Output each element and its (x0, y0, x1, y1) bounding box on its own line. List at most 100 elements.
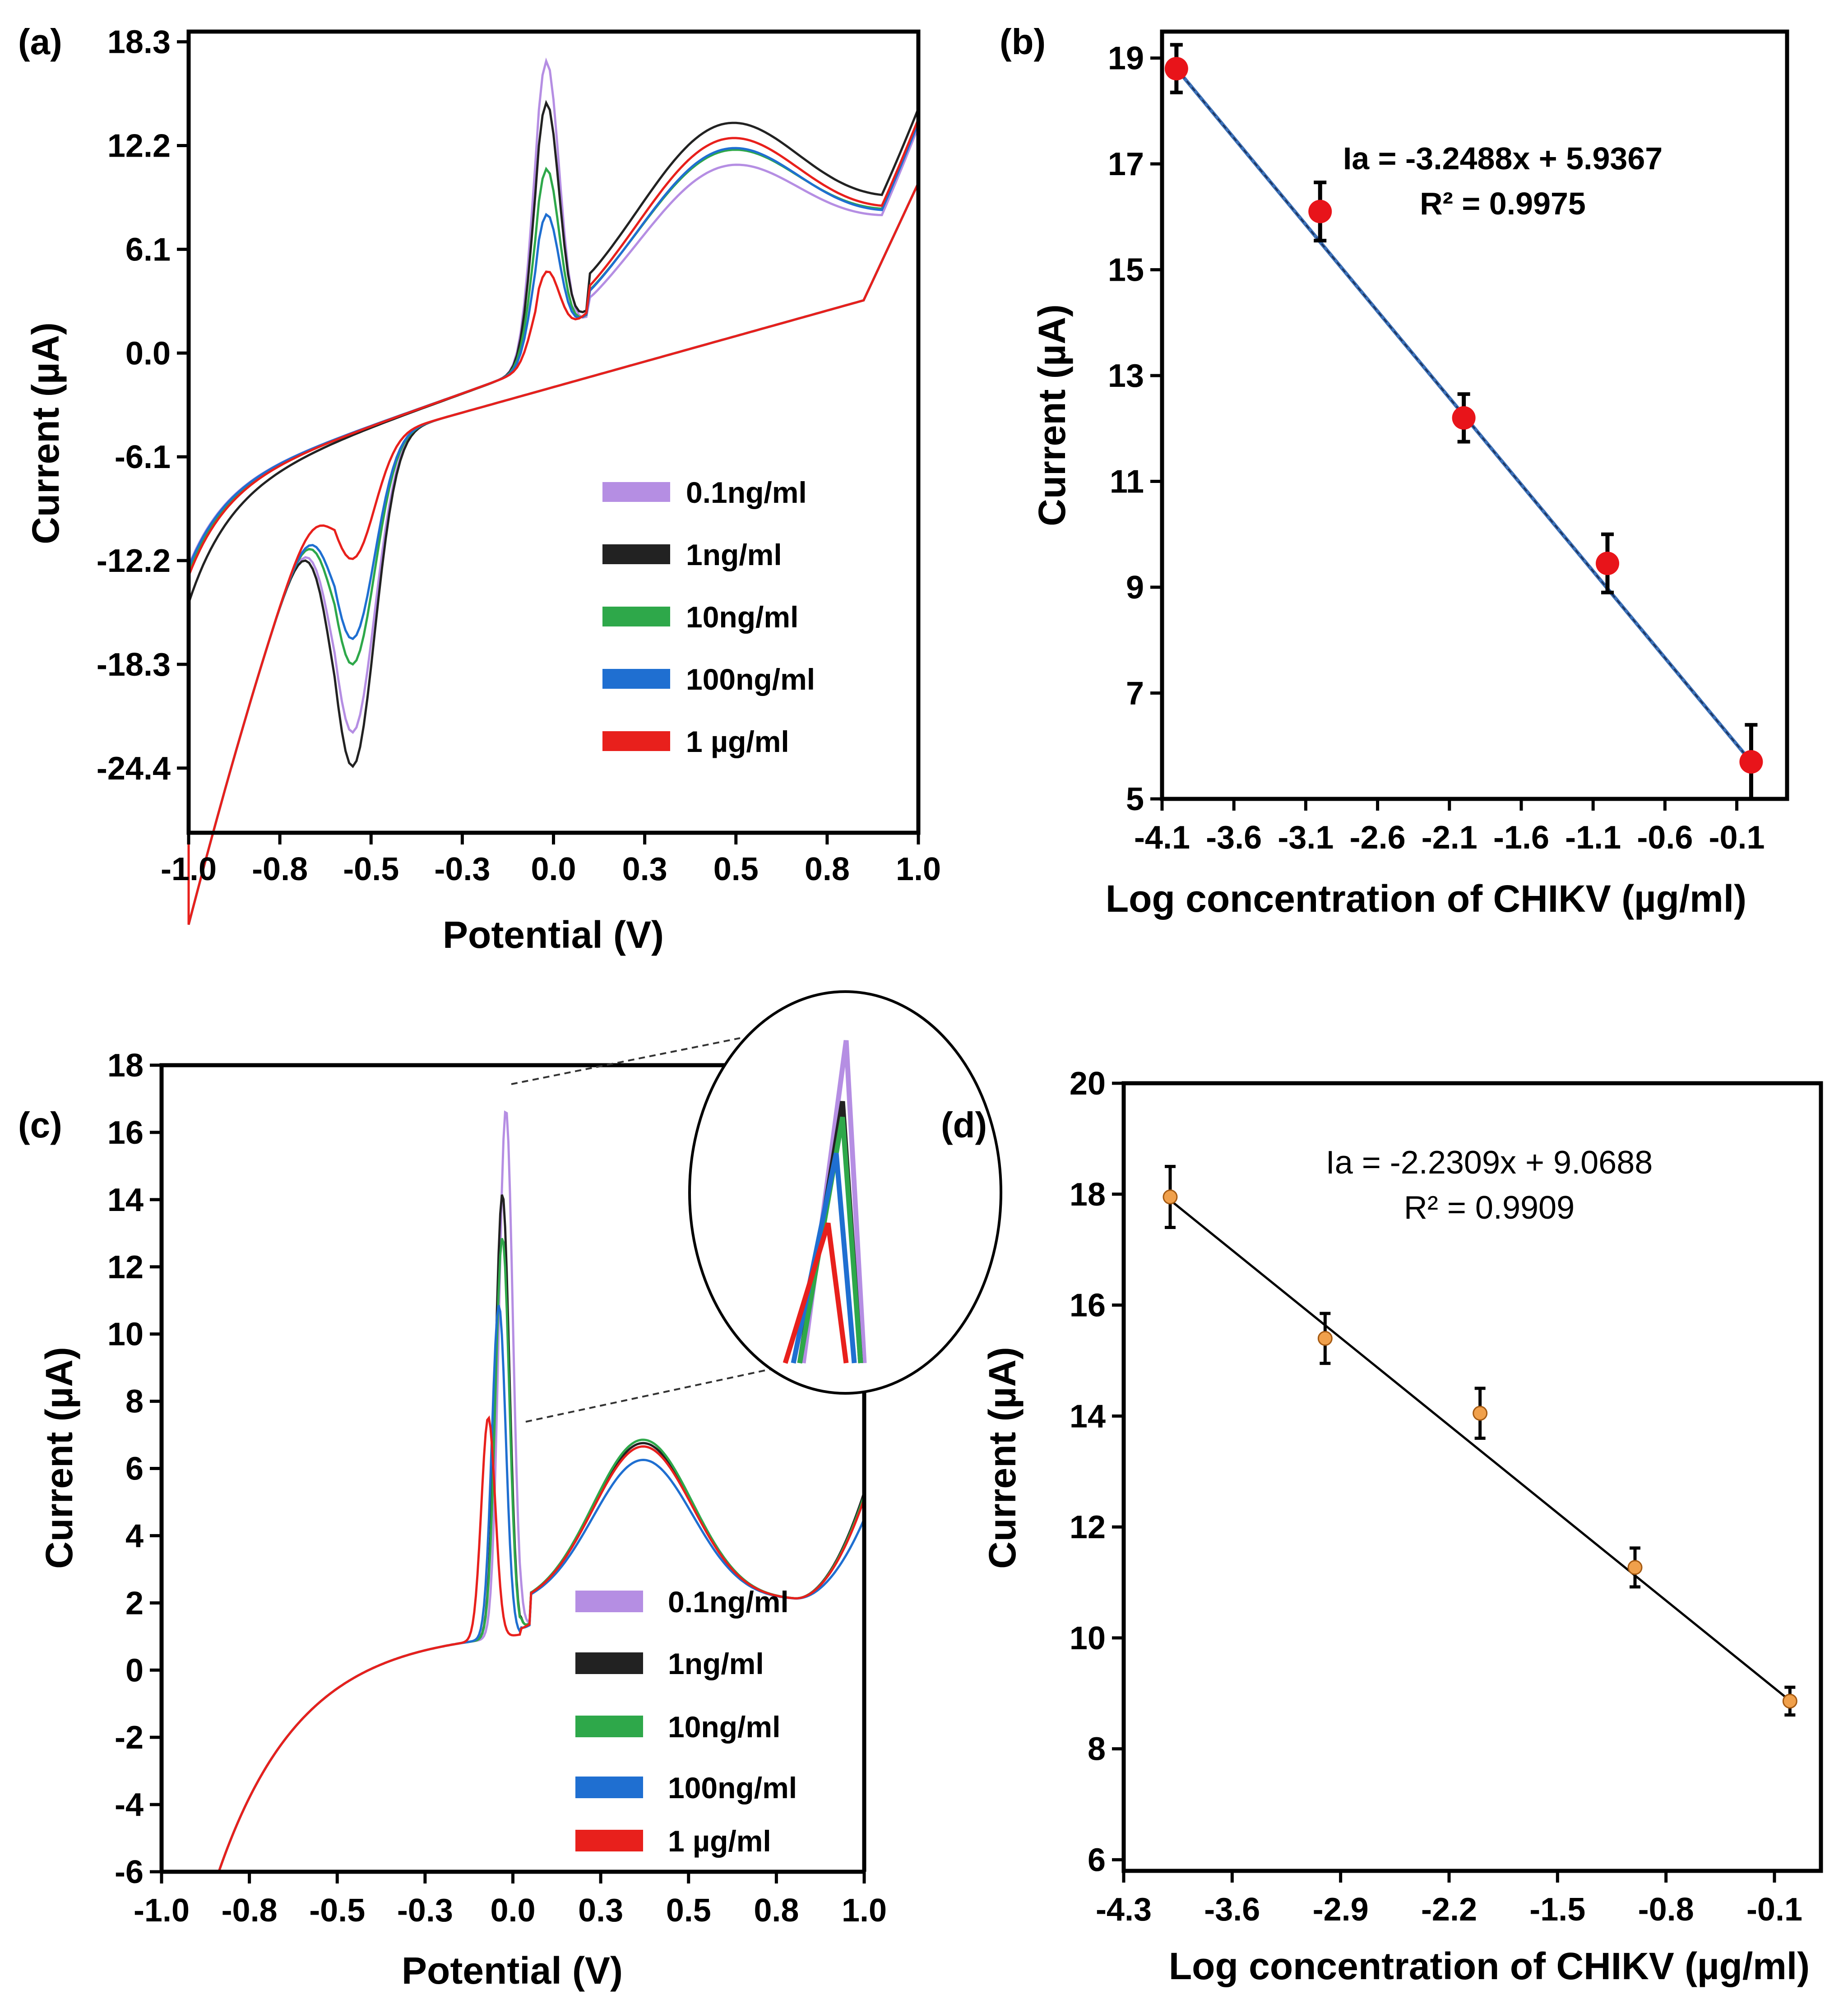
panel-d-xtick-label: -4.3 (1096, 1892, 1152, 1928)
panel-c-legend-swatch (575, 1716, 643, 1737)
panel-d-data-point (1163, 1189, 1178, 1205)
panel-c-legend-label: 100ng/ml (668, 1771, 797, 1805)
panel-c-zoom-line-bottom (525, 1361, 804, 1423)
panel-d-x-ticks: -4.3 -3.6 -2.9 -2.2 -1.5 -0.8 -0.1 (1096, 1871, 1802, 1928)
panel-d-ytick-label: 14 (1070, 1398, 1106, 1434)
panel-a-x-ticks: -1.0 -0.8 -0.5 -0.3 0.0 0.3 0.5 0.8 1.0 (161, 833, 941, 887)
panel-d-marks (1163, 1164, 1797, 1717)
panel-c-xtick-label: -0.3 (397, 1893, 453, 1929)
panel-c-ytick-label: 10 (107, 1317, 144, 1353)
panel-b-ytick-label: 5 (1126, 781, 1144, 817)
panel-c-legend: 0.1ng/ml 1ng/ml 10ng/ml 100ng/ml 1 µg/ml (575, 1585, 797, 1858)
panel-a-legend-label: 100ng/ml (686, 663, 815, 696)
panel-d-frame (1121, 1081, 1823, 1873)
panel-d-xtick-label: -2.9 (1313, 1892, 1369, 1928)
panel-c-ytick-label: -4 (115, 1787, 144, 1823)
panel-c-xtick-label: -0.5 (309, 1893, 365, 1929)
panel-a-xtick-label: 1.0 (896, 851, 941, 887)
panel-b-label: (b) (1000, 22, 1046, 62)
panel-c-ytick-label: 2 (125, 1585, 144, 1621)
panel-c-label: (c) (18, 1105, 62, 1145)
panel-b-xtick-label: -0.1 (1709, 820, 1765, 856)
panel-c-xlabel: Potential (V) (402, 1949, 623, 1992)
panel-c-y-ticks: 18 16 14 12 10 8 6 4 2 0 -2 -4 -6 (107, 1048, 162, 1890)
panel-a-legend-label: 10ng/ml (686, 600, 798, 634)
panel-b-data-point (1308, 199, 1332, 223)
panel-b-marks (1164, 43, 1763, 801)
panel-d-ytick-label: 8 (1088, 1731, 1106, 1767)
panel-a-legend-swatch (602, 731, 670, 751)
panel-c-inset-peak (797, 1117, 863, 1364)
panel-c-ylabel: Current (µA) (38, 1347, 80, 1569)
panel-c-curves (218, 1110, 864, 1872)
panel-a-xtick-label: 0.8 (805, 851, 850, 887)
panel-b-ytick-label: 11 (1110, 464, 1144, 500)
panel-c-x-ticks: -1.0 -0.8 -0.5 -0.3 0.0 0.3 0.5 0.8 1.0 (134, 1872, 887, 1929)
panel-c-xtick-label: -0.8 (222, 1893, 278, 1929)
panel-a-xtick-label: -0.5 (343, 851, 399, 887)
panel-c-inset (688, 990, 1002, 1395)
panel-b-ytick-label: 9 (1126, 570, 1144, 606)
panel-b-xtick-label: -3.1 (1278, 820, 1334, 856)
panel-a-legend: 0.1ng/ml 1ng/ml 10ng/ml 100ng/ml 1 µg/ml (602, 476, 815, 758)
panel-c-series-line (218, 1415, 864, 1872)
panel-a-label: (a) (18, 22, 62, 62)
panel-a-ytick-label: 12.2 (107, 128, 171, 164)
panel-b-ytick-label: 13 (1108, 358, 1144, 394)
panel-c-ytick-label: 18 (107, 1048, 144, 1084)
panel-c-zoom-line-top (511, 1037, 741, 1085)
panel-a-legend-swatch (602, 482, 670, 502)
panel-d-xtick-label: -1.5 (1529, 1892, 1585, 1928)
panel-d-ytick-label: 16 (1070, 1288, 1106, 1324)
panel-a-chart: (a) -1.0 -0.8 -0.5 -0.3 0.0 0.3 0.5 0.8 1.0 18.3… (18, 22, 941, 956)
panel-c-inset-peaks (783, 1040, 867, 1364)
panel-b-xtick-label: -3.6 (1206, 820, 1262, 856)
panel-c-legend-label: 1 µg/ml (668, 1824, 771, 1858)
panel-c-chart: (c) -1.0 -0.8 -0.5 -0.3 0.0 0.3 0.5 0.8 1.0 18 16… (18, 990, 1002, 1992)
panel-a-ytick-label: 0.0 (125, 335, 171, 371)
panel-c-ytick-label: 6 (125, 1451, 144, 1487)
panel-d-ytick-label: 6 (1088, 1842, 1106, 1878)
panel-c-ytick-label: 16 (107, 1115, 144, 1151)
panel-b-x-ticks: -4.1 -3.6 -3.1 -2.6 -2.1 -1.6 -1.1 -0.6 -0.1 (1134, 799, 1765, 856)
panel-d-y-ticks: 20 18 16 14 12 10 8 6 (1070, 1066, 1124, 1878)
panel-c-xtick-label: 1.0 (842, 1893, 887, 1929)
panel-c-xtick-label: 0.0 (490, 1893, 535, 1929)
panel-b-xtick-label: -4.1 (1134, 820, 1190, 856)
panel-c-legend-label: 1ng/ml (668, 1647, 764, 1680)
panel-c-ytick-label: 8 (125, 1384, 144, 1420)
panel-c-ytick-label: 0 (125, 1652, 144, 1689)
panel-c-inset-peak (783, 1222, 849, 1364)
panel-b-ylabel: Current (µA) (1031, 304, 1073, 526)
panel-d-ytick-label: 18 (1070, 1177, 1106, 1213)
panel-b-data-point (1452, 406, 1476, 430)
panel-b-ytick-label: 17 (1108, 146, 1144, 182)
panel-d-ytick-label: 10 (1070, 1620, 1106, 1656)
panel-c-legend-swatch (575, 1591, 643, 1612)
panel-b-ytick-label: 7 (1126, 676, 1144, 712)
panel-a-xlabel: Potential (V) (443, 914, 664, 956)
panel-d-ylabel: Current (µA) (981, 1347, 1024, 1569)
panel-b-data-point (1164, 57, 1188, 81)
panel-d-r2: R² = 0.9909 (1404, 1190, 1575, 1226)
panel-d-xtick-label: -2.2 (1421, 1892, 1477, 1928)
panel-c-legend-swatch (575, 1830, 643, 1851)
panel-a-legend-label: 0.1ng/ml (686, 476, 807, 509)
panel-a-ytick-label: -12.2 (97, 543, 171, 579)
panel-d-xtick-label: -0.1 (1746, 1892, 1802, 1928)
panel-a-xtick-label: -0.8 (252, 851, 308, 887)
panel-b-xtick-label: -2.1 (1422, 820, 1477, 856)
panel-c-ytick-label: -6 (115, 1854, 144, 1890)
panel-a-series-line (187, 121, 920, 925)
panel-d-fit-line (1169, 1199, 1791, 1702)
panel-c-xtick-label: -1.0 (134, 1893, 190, 1929)
panel-c-legend-label: 10ng/ml (668, 1710, 780, 1744)
panel-a-series-line (187, 122, 920, 925)
panel-d-ytick-label: 20 (1070, 1066, 1106, 1102)
panel-b-y-ticks: 19 17 15 13 11 9 7 5 (1108, 41, 1162, 817)
panel-b-ytick-label: 19 (1108, 41, 1144, 77)
panel-a-series-line (187, 118, 920, 925)
panel-c-xtick-label: 0.3 (578, 1893, 623, 1929)
panel-a-frame (186, 29, 921, 835)
